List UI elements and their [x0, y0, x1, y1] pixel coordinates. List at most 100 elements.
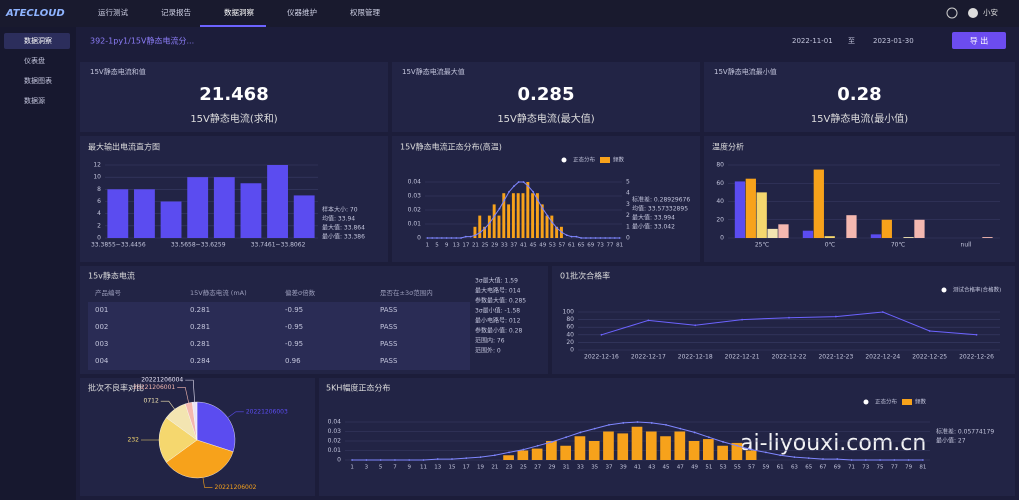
- line-point: [807, 457, 810, 459]
- chart-title: 温度分析: [712, 142, 744, 152]
- line-point: [551, 221, 554, 224]
- kpi-title: 15V静态电流最大值: [402, 67, 465, 76]
- bar: [531, 193, 535, 238]
- x-tick-label: 2022-12-23: [818, 354, 853, 361]
- bar: [535, 193, 539, 238]
- bar: [702, 439, 714, 460]
- y-tick-label: 4: [97, 210, 101, 217]
- table-stat: 参数最大值: 0.285: [475, 297, 526, 305]
- table-title: 15v静态电流: [88, 271, 135, 281]
- bar: [982, 237, 993, 238]
- line-point: [546, 214, 549, 217]
- x-tick-label: 9: [407, 465, 411, 471]
- line-point: [722, 441, 725, 443]
- y-tick-label: 0.02: [328, 438, 342, 445]
- bar: [588, 441, 600, 460]
- x-tick-label: 17: [462, 243, 469, 249]
- nav-tab[interactable]: 权限管理: [350, 7, 380, 17]
- line-point: [975, 333, 978, 336]
- start-date[interactable]: 2022-11-01: [792, 37, 833, 45]
- bar: [734, 181, 746, 238]
- line-point: [493, 214, 496, 217]
- line-point: [465, 457, 468, 459]
- line-point: [636, 421, 639, 423]
- legend-label: 正态分布: [573, 156, 596, 164]
- bar: [903, 237, 914, 238]
- logo: ATECLOUD: [5, 8, 65, 19]
- legend-label: 正态分布: [875, 398, 898, 406]
- x-tick-label: 63: [791, 465, 798, 471]
- x-tick-label: 53: [549, 243, 556, 249]
- bar: [107, 189, 129, 238]
- data-path[interactable]: 392-1py1/15V静态电流分...: [90, 36, 194, 46]
- pie-slice: [165, 439, 234, 479]
- x-tick-label: 43: [648, 465, 655, 471]
- table-cell: PASS: [380, 340, 398, 348]
- nav-tab[interactable]: 仪器维护: [287, 7, 317, 17]
- y-tick-label: 20: [566, 339, 574, 346]
- line-point: [508, 190, 510, 193]
- line-point: [793, 456, 796, 459]
- x-tick-label: 41: [634, 465, 641, 471]
- bar: [560, 445, 572, 460]
- line-point: [613, 237, 616, 239]
- x-tick-label: 45: [663, 465, 670, 471]
- pie-leader: [227, 411, 244, 418]
- table-cell: 002: [95, 323, 108, 331]
- bar: [507, 204, 511, 238]
- bar: [187, 177, 209, 238]
- date-to: 至: [848, 37, 855, 45]
- x-tick-label: 49: [539, 243, 546, 249]
- line-point: [556, 227, 559, 230]
- line-point: [647, 319, 650, 322]
- chart-title: 01批次合格率: [560, 271, 610, 281]
- chart-stat: 最小值: 33.386: [322, 233, 365, 241]
- kpi-value: 21.468: [199, 84, 268, 105]
- bar: [660, 436, 671, 460]
- y-tick-label: 12: [93, 162, 101, 169]
- x-tick-label: 61: [777, 465, 784, 471]
- x-tick-label: 75: [877, 465, 884, 471]
- line-point: [864, 459, 867, 461]
- sidebar-item[interactable]: 仪表盘: [24, 56, 45, 65]
- end-date[interactable]: 2023-01-30: [873, 37, 914, 45]
- kpi-value: 0.285: [518, 84, 575, 105]
- sidebar-item[interactable]: 数据图表: [24, 76, 52, 85]
- chart-stat: 均值: 33.57332895: [632, 205, 688, 213]
- sidebar-item[interactable]: 数据源: [24, 96, 45, 105]
- x-tick-label: 1: [426, 243, 430, 249]
- table-header: 15V静态电流 (mA): [190, 288, 247, 297]
- line-point: [609, 237, 611, 239]
- x-tick-label: 59: [762, 465, 769, 471]
- line-point: [599, 237, 602, 239]
- sidebar-item[interactable]: 数据洞察: [24, 36, 52, 45]
- bar: [745, 178, 756, 238]
- export-button[interactable]: [952, 32, 1006, 49]
- avatar[interactable]: [968, 8, 978, 18]
- legend-swatch: [561, 157, 567, 163]
- x-tick-label: 57: [558, 243, 565, 249]
- x-tick-label: 33.3855~33.4456: [91, 242, 146, 249]
- line-point: [394, 459, 396, 461]
- chart-title: 批次不良率对比: [88, 383, 144, 393]
- nav-tab[interactable]: 运行测试: [98, 7, 128, 17]
- nav-tab[interactable]: 记录报告: [161, 7, 191, 17]
- y-tick-label: 0: [337, 457, 341, 464]
- bar: [813, 169, 824, 238]
- legend-swatch: [600, 157, 610, 163]
- x-tick-label: 37: [510, 243, 517, 249]
- pie-label: 0712: [144, 398, 159, 405]
- bar: [492, 204, 496, 238]
- table-stat: 3σ最大值: 1.59: [475, 277, 518, 285]
- help-icon[interactable]: [946, 7, 958, 19]
- bar: [617, 433, 629, 460]
- legend-swatch: [902, 399, 912, 405]
- nav-tab[interactable]: 数据洞察: [224, 7, 254, 17]
- line-point: [422, 459, 425, 461]
- x-tick-label: 77: [891, 465, 898, 471]
- x-tick-label: 2022-12-24: [865, 354, 900, 361]
- x-tick-label: 17: [463, 465, 470, 471]
- kpi-title: 15V静态电流和值: [90, 67, 146, 76]
- export-label[interactable]: 导 出: [970, 36, 989, 46]
